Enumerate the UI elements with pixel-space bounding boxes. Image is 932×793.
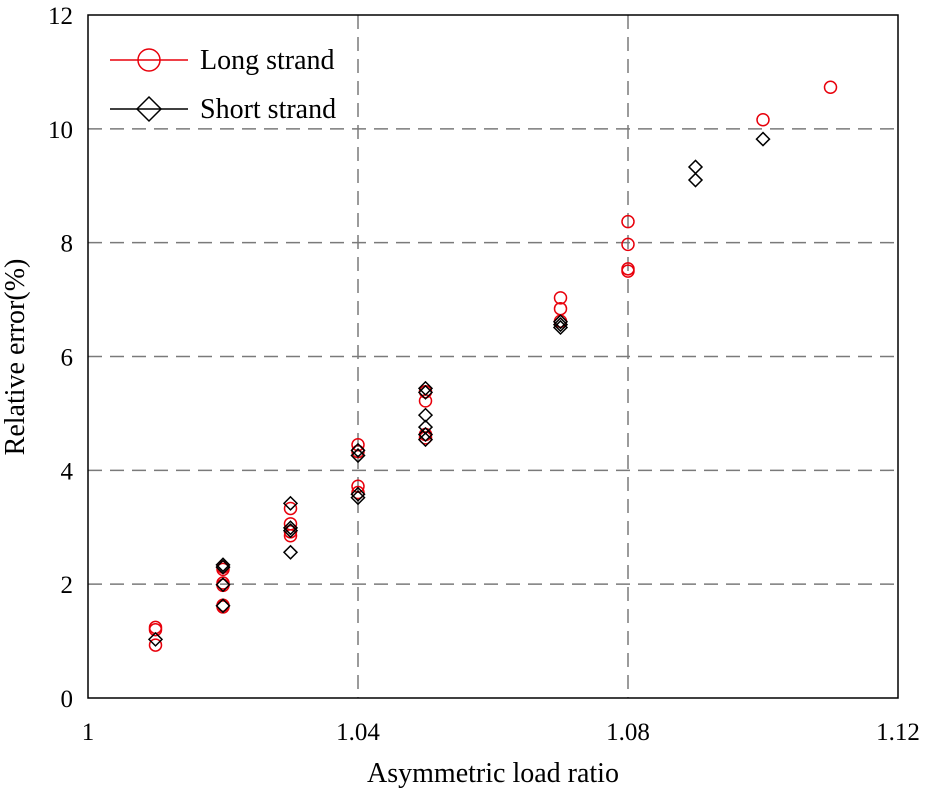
y-tick-label: 8 <box>61 231 74 258</box>
y-tick-label: 12 <box>48 3 73 30</box>
data-point-circle <box>823 80 838 95</box>
series-long-strand <box>148 80 838 652</box>
data-point-diamond <box>417 426 434 443</box>
data-point-diamond <box>350 442 366 458</box>
data-point-diamond <box>282 523 299 539</box>
plot-frame <box>87 14 899 699</box>
data-point-diamond <box>282 520 299 536</box>
data-point-diamond <box>552 317 569 333</box>
data-point-diamond <box>552 319 569 336</box>
data-point-diamond <box>350 486 366 502</box>
legend-entry-long-strand: Long strand <box>110 45 335 76</box>
data-point-diamond <box>215 559 231 575</box>
legend-diamond-marker-icon <box>135 95 163 123</box>
y-tick-label: 2 <box>61 572 74 599</box>
data-point-diamond <box>687 172 704 188</box>
grid-lines <box>88 15 898 698</box>
data-point-diamond <box>282 495 299 511</box>
data-point-circle <box>621 237 635 252</box>
y-axis-title: Relative error(%) <box>0 259 31 456</box>
data-point-diamond <box>417 380 434 396</box>
data-point-circle <box>756 112 770 127</box>
y-tick-label: 6 <box>61 345 74 372</box>
legend: Long strand Short strand <box>110 45 336 125</box>
axis-ticks: 0 2 4 6 8 10 12 1 1.04 1.08 1.12 <box>48 3 920 746</box>
data-point-circle <box>351 485 365 500</box>
series-short-strand <box>147 131 771 647</box>
legend-circle-marker-icon <box>137 48 161 72</box>
data-point-circle <box>351 437 365 452</box>
data-point-diamond <box>215 598 231 614</box>
data-point-diamond <box>687 159 704 175</box>
x-tick-label: 1.08 <box>606 719 650 746</box>
x-tick-label: 1 <box>82 719 95 746</box>
data-point-circle <box>283 501 298 516</box>
data-point-circle <box>148 638 163 652</box>
data-point-diamond <box>282 544 299 560</box>
x-axis-title: Asymmetric load ratio <box>367 758 619 789</box>
data-point-diamond <box>552 314 569 330</box>
data-point-circle <box>351 479 365 494</box>
data-point-circle <box>216 576 230 590</box>
data-point-diamond <box>147 631 164 647</box>
data-point-circle <box>418 385 433 399</box>
data-point-circle <box>283 517 298 531</box>
data-point-diamond <box>215 557 231 573</box>
y-tick-label: 4 <box>61 458 74 485</box>
data-point-circle <box>621 214 635 229</box>
x-tick-label: 1.12 <box>876 719 920 746</box>
legend-entry-short-strand: Short strand <box>110 94 336 125</box>
legend-label-short-strand: Short strand <box>200 94 336 125</box>
y-tick-label: 0 <box>61 686 74 713</box>
data-point-diamond <box>215 577 231 593</box>
data-point-circle <box>553 291 568 305</box>
x-tick-label: 1.04 <box>336 719 380 746</box>
y-tick-label: 10 <box>48 117 73 144</box>
data-point-circle <box>621 262 635 276</box>
data-point-diamond <box>417 419 434 435</box>
legend-label-long-strand: Long strand <box>200 45 335 76</box>
data-point-diamond <box>755 131 771 147</box>
data-point-circle <box>418 431 433 445</box>
data-point-diamond <box>417 407 434 423</box>
data-markers <box>147 80 838 652</box>
